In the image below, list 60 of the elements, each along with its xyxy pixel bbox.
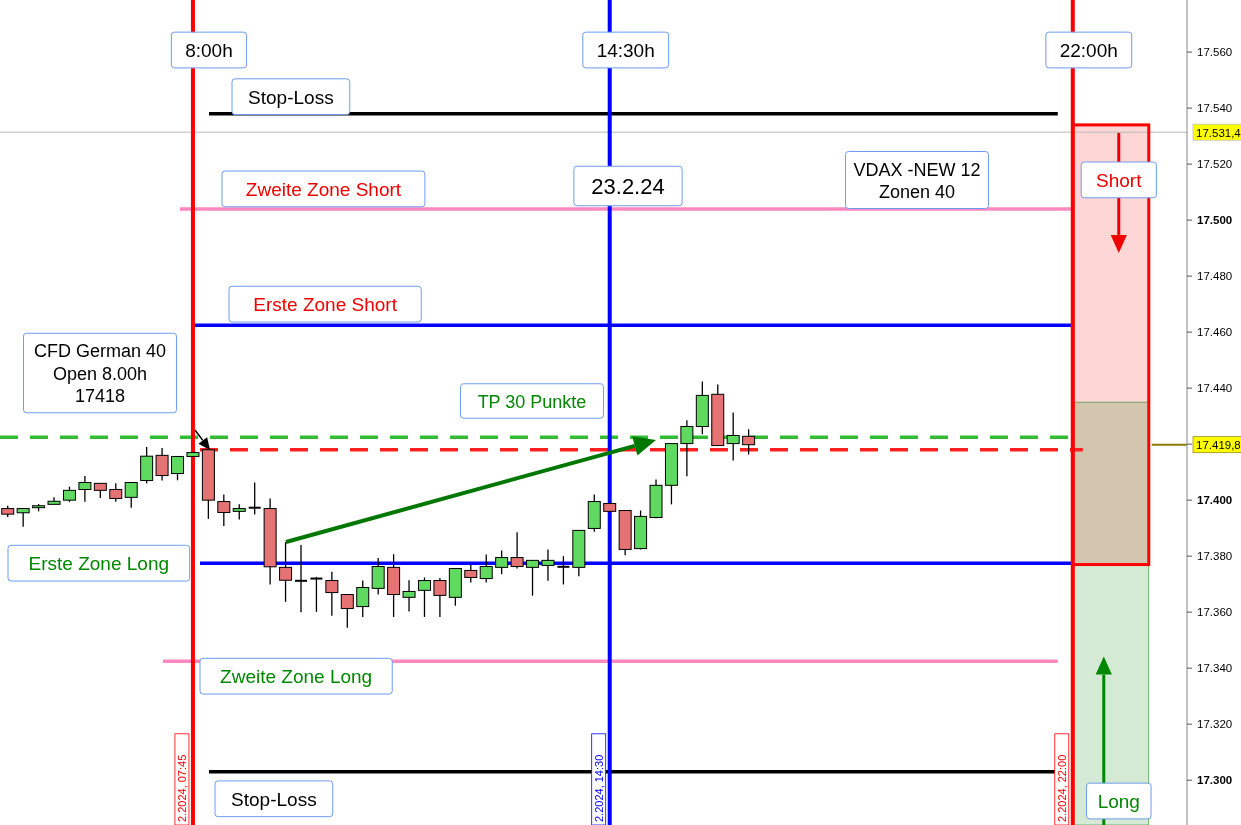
annotation: VDAX -NEW 12 Zonen 40 [853, 159, 981, 202]
annotation: 2.2024, 22:00 [1055, 754, 1068, 822]
ref-line-label: 17.419,8 [1196, 439, 1241, 452]
y-tick-label: 17.560 [1197, 46, 1233, 59]
candlestick [541, 548, 555, 582]
annotation: TP 30 Punkte [477, 391, 587, 412]
ref-line-label: Stop-Loss [248, 86, 334, 108]
candlestick [495, 549, 509, 576]
band-label: Short [1096, 170, 1143, 192]
annotation: CFD German 40 Open 8.00h 17418 [33, 341, 167, 407]
annotation: 2.2024, 07:45 [175, 754, 188, 822]
candlestick [371, 557, 385, 596]
candlestick [433, 577, 447, 618]
ref-line-label: 17.531,4 [1196, 126, 1241, 139]
y-tick-label: 17.380 [1197, 550, 1233, 563]
y-tick-label: 17.340 [1197, 662, 1233, 675]
y-tick-label: 17.320 [1197, 718, 1233, 731]
y-tick-label: 17.440 [1197, 382, 1233, 395]
candlestick [726, 411, 740, 462]
candlestick [402, 579, 416, 613]
candlestick [247, 481, 262, 516]
candlestick [124, 481, 138, 509]
candlestick [309, 576, 324, 613]
ref-line-label: Zweite Zone Long [220, 666, 373, 688]
y-tick-label: 17.360 [1197, 606, 1233, 619]
candlestick [680, 419, 694, 477]
candlestick [742, 428, 756, 456]
candlestick [109, 482, 123, 503]
ref-line-label: 14:30h [596, 40, 655, 62]
ref-line-label: 22:00h [1059, 40, 1118, 62]
candlestick [16, 507, 30, 528]
band-label: Long [1097, 791, 1140, 813]
candlestick [556, 555, 571, 586]
candlestick [325, 571, 339, 617]
ref-line-label: Stop-Loss [231, 788, 317, 810]
candlestick [155, 447, 169, 482]
y-tick-label: 17.300 [1197, 774, 1233, 787]
ref-line-label: Erste Zone Long [28, 553, 170, 575]
annotation: 23.2.24 [591, 174, 665, 200]
y-tick-label: 17.520 [1197, 158, 1233, 171]
ref-line-label: 8:00h [185, 40, 233, 62]
candlestick [356, 579, 370, 618]
annotation: 2.2024, 14:30 [592, 754, 605, 822]
y-tick-label: 17.480 [1197, 270, 1233, 283]
candlestick [171, 455, 185, 481]
ref-line-label: Erste Zone Short [253, 294, 398, 316]
y-tick-label: 17.400 [1197, 494, 1233, 507]
candlestick [279, 541, 293, 603]
candlestick [479, 553, 493, 584]
candlestick [510, 531, 524, 570]
candlestick [340, 593, 354, 629]
y-tick-label: 17.500 [1197, 214, 1233, 227]
candlestick [526, 559, 540, 597]
y-tick-label: 17.540 [1197, 102, 1233, 115]
candlestick [293, 544, 308, 613]
candlestick [78, 475, 92, 503]
y-tick-label: 17.460 [1197, 326, 1233, 339]
candlestick [417, 576, 431, 618]
candlestick [217, 493, 231, 527]
ref-line-label: Zweite Zone Short [245, 179, 402, 201]
